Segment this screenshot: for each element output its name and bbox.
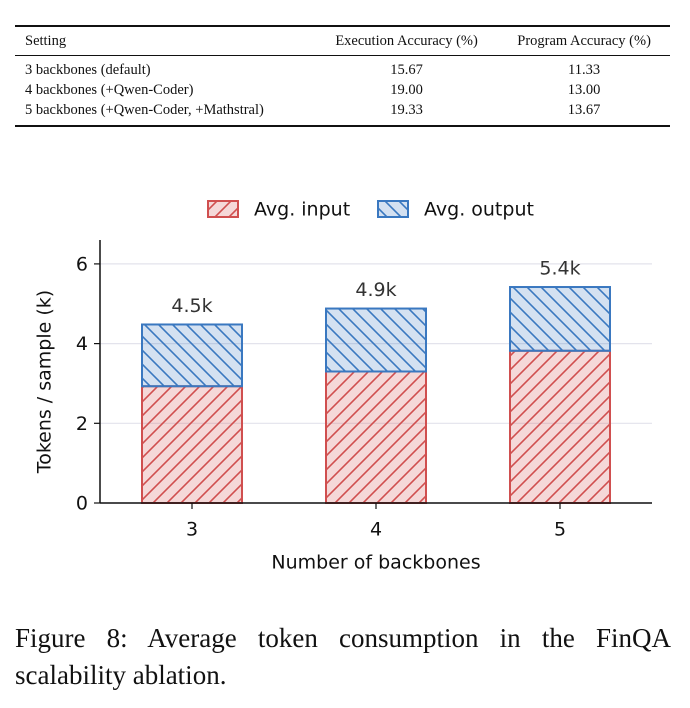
header-cell: Setting	[15, 25, 315, 56]
table-cell: 13.67	[498, 101, 670, 127]
header-cell: Program Accuracy (%)	[498, 25, 670, 56]
y-tick-label: 0	[76, 493, 88, 515]
x-tick-label: 5	[554, 519, 566, 541]
table-cell: 13.00	[567, 82, 601, 98]
y-tick-label: 6	[76, 253, 88, 275]
legend-swatch	[207, 200, 239, 218]
table-cell: 15.67	[390, 62, 423, 78]
legend-swatch	[377, 200, 409, 218]
table-cell: 19.00	[390, 82, 423, 98]
results-table: Setting Execution Accuracy (%) Program A…	[15, 25, 670, 127]
legend-label: Avg. output	[424, 199, 534, 221]
header-row: Setting Execution Accuracy (%) Program A…	[15, 25, 670, 56]
caption: Figure 8: Average token consumption in t…	[15, 623, 671, 690]
x-tick-label: 3	[186, 519, 198, 541]
header-cell: Execution Accuracy (%)	[315, 25, 499, 56]
table-cell: 4 backbones (+Qwen-Coder)	[25, 82, 194, 98]
bar-segment	[325, 370, 427, 504]
bar-segment	[141, 385, 243, 504]
y-axis-label: Tokens / sample (k)	[34, 290, 56, 474]
table-cell: 19.33	[315, 101, 499, 127]
x-axis-label: Number of backbones	[271, 552, 480, 574]
table-row: 4 backbones (+Qwen-Coder) 19.00 13.00	[15, 81, 670, 101]
table-cell: 5 backbones (+Qwen-Coder, +Mathstral)	[15, 101, 315, 127]
bar-segment	[141, 323, 243, 388]
total-label: 5.4k	[539, 258, 580, 280]
table-body: 3 backbones (default) 15.67 11.33 4 backbon…	[15, 56, 670, 127]
bar-segment	[325, 307, 427, 373]
bar-segment	[509, 349, 611, 504]
total-label: 4.5k	[171, 295, 212, 317]
x-tick-label: 4	[370, 519, 382, 541]
y-tick-label: 2	[76, 413, 88, 435]
legend-label: Avg. input	[254, 199, 350, 221]
chart: 0 2 4 6 4.5k 3 4.9k 4 5.4k 5 Number of backbones To…	[34, 199, 652, 574]
table-cell: 3 backbones (default)	[25, 62, 151, 78]
total-label: 4.9k	[355, 279, 396, 301]
table-cell: 11.33	[568, 62, 601, 78]
table-row: 5 backbones (+Qwen-Coder, +Mathstral) 19.…	[15, 101, 670, 127]
table-row: 3 backbones (default) 15.67 11.33	[15, 56, 670, 82]
bar-segment	[509, 286, 611, 352]
y-tick-label: 4	[76, 333, 88, 355]
